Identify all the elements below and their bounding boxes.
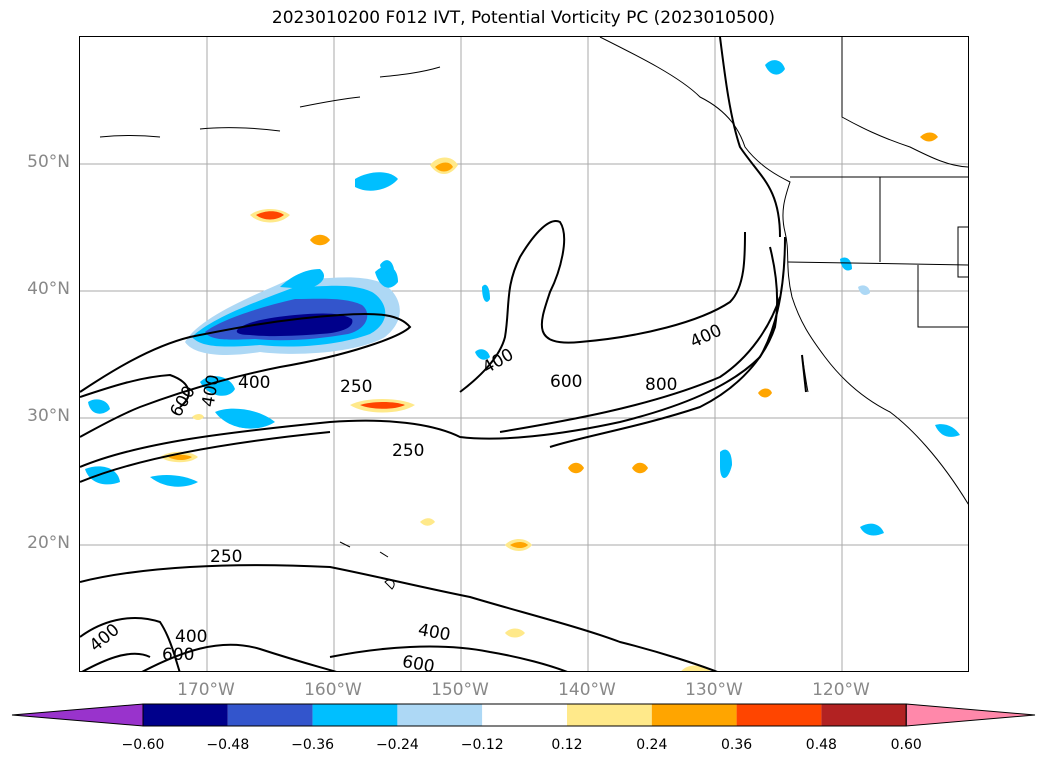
colorbar-tick-label: −0.48 (206, 737, 250, 753)
contour-label: 250 (210, 547, 242, 567)
map-panel: 400 600 400 400 250 600 800 400 250 250 … (79, 36, 969, 672)
contour-label: 250 (340, 377, 372, 397)
colorbar-segment (567, 704, 652, 726)
lon-label: 160°W (304, 680, 362, 700)
colorbar-tick-label: −0.60 (121, 737, 165, 753)
ivt-contours (80, 37, 807, 671)
colorbar-segment (397, 704, 483, 726)
contour-label: 600 (162, 645, 194, 665)
map-title: 2023010200 F012 IVT, Potential Vorticity… (271, 8, 776, 28)
colorbar-extend-high (905, 703, 1036, 727)
contour-label: 800 (645, 375, 677, 395)
colorbar-tick-label: 0.60 (890, 737, 922, 753)
contour-label: 250 (392, 441, 424, 461)
lon-label: 170°W (177, 680, 235, 700)
contour-label: 400 (416, 620, 451, 645)
colorbar-segment (821, 704, 907, 726)
contour-label: 400 (175, 627, 207, 647)
colorbar-outline (142, 703, 907, 727)
colorbar-segment (482, 704, 567, 726)
colorbar-tick-label: −0.36 (291, 737, 335, 753)
lat-label: 50°N (27, 152, 70, 172)
contour-label: 600 (550, 372, 582, 392)
colorbar-tick-label: 0.12 (551, 737, 583, 753)
graticule (80, 37, 968, 671)
contour-label-group: 400 600 400 400 250 600 800 400 250 250 … (86, 321, 725, 672)
colorbar-segment (227, 704, 313, 726)
colorbar-segment (312, 704, 398, 726)
lat-label: 40°N (27, 279, 70, 299)
lon-label: 120°W (812, 680, 870, 700)
lon-label: 140°W (558, 680, 616, 700)
colorbar-extend-low (11, 703, 144, 727)
contour-label: 600 (401, 652, 436, 672)
map-canvas: 400 600 400 400 250 600 800 400 250 250 … (80, 37, 968, 672)
colorbar-tick-label: 0.48 (805, 737, 837, 753)
colorbar-tick-label: 0.24 (636, 737, 668, 753)
contour-label: 400 (479, 345, 517, 379)
coastlines (99, 37, 968, 590)
lat-label: 20°N (27, 533, 70, 553)
colorbar-segment (143, 704, 228, 726)
contour-label: 400 (198, 373, 223, 408)
colorbar-segments (11, 703, 1036, 727)
colorbar (11, 703, 1036, 727)
colorbar-tick-label: 0.36 (721, 737, 753, 753)
negative-pv-region (85, 60, 960, 536)
positive-pv-region (160, 132, 938, 671)
colorbar-tick-label: −0.12 (460, 737, 504, 753)
colorbar-segment (736, 704, 822, 726)
colorbar-tick-label: −0.24 (375, 737, 419, 753)
colorbar-segment (651, 704, 737, 726)
lon-label: 130°W (685, 680, 743, 700)
contour-label: 400 (687, 321, 725, 353)
contour-label: 400 (238, 373, 270, 393)
lat-label: 30°N (27, 406, 70, 426)
contour-label: 400 (86, 620, 124, 656)
lon-label: 150°W (431, 680, 489, 700)
